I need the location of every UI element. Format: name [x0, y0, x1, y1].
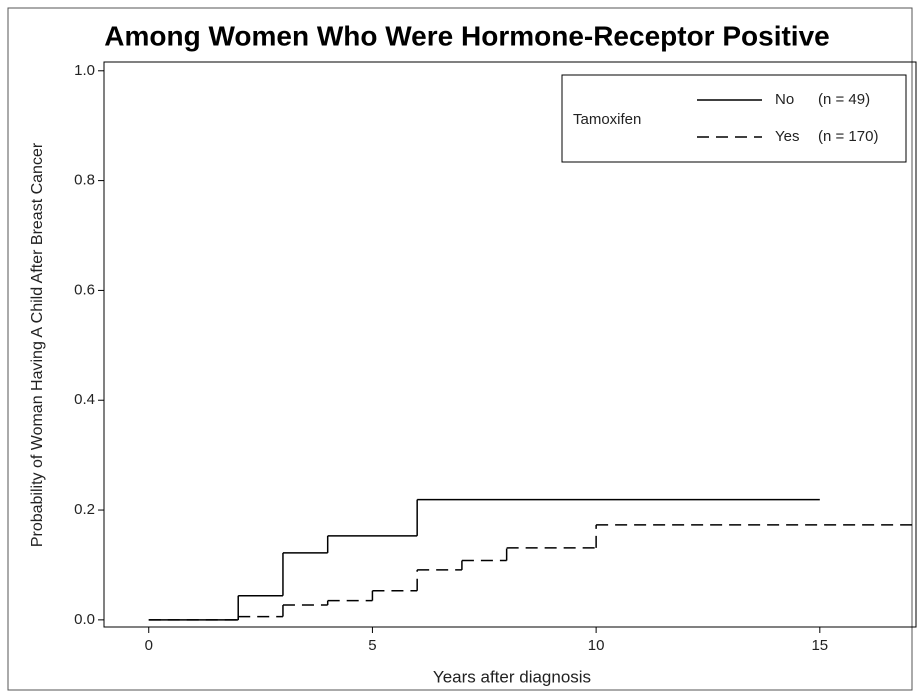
- y-tick-label: 0.4: [74, 391, 95, 408]
- legend-title: Tamoxifen: [573, 111, 641, 128]
- legend-count: (n = 170): [818, 128, 878, 145]
- plot-area: [103, 61, 917, 628]
- chart-title: Among Women Who Were Hormone-Receptor Po…: [104, 20, 829, 51]
- y-tick-label: 0.6: [74, 281, 95, 298]
- legend-box: [561, 74, 907, 163]
- x-axis-label: Years after diagnosis: [433, 667, 591, 686]
- x-tick-label: 5: [368, 637, 376, 654]
- x-tick-label: 0: [145, 637, 153, 654]
- y-tick-label: 0.0: [74, 611, 95, 628]
- frame: [7, 7, 913, 691]
- y-tick-label: 0.8: [74, 172, 95, 189]
- y-tick-label: 1.0: [74, 62, 95, 79]
- x-tick-label: 15: [811, 637, 828, 654]
- legend-label: Yes: [775, 128, 799, 145]
- legend-count: (n = 49): [818, 91, 870, 108]
- legend-label: No: [775, 91, 794, 108]
- x-tick-label: 10: [588, 637, 605, 654]
- y-tick-label: 0.2: [74, 501, 95, 518]
- y-axis-label: Probability of Woman Having A Child Afte…: [29, 142, 46, 547]
